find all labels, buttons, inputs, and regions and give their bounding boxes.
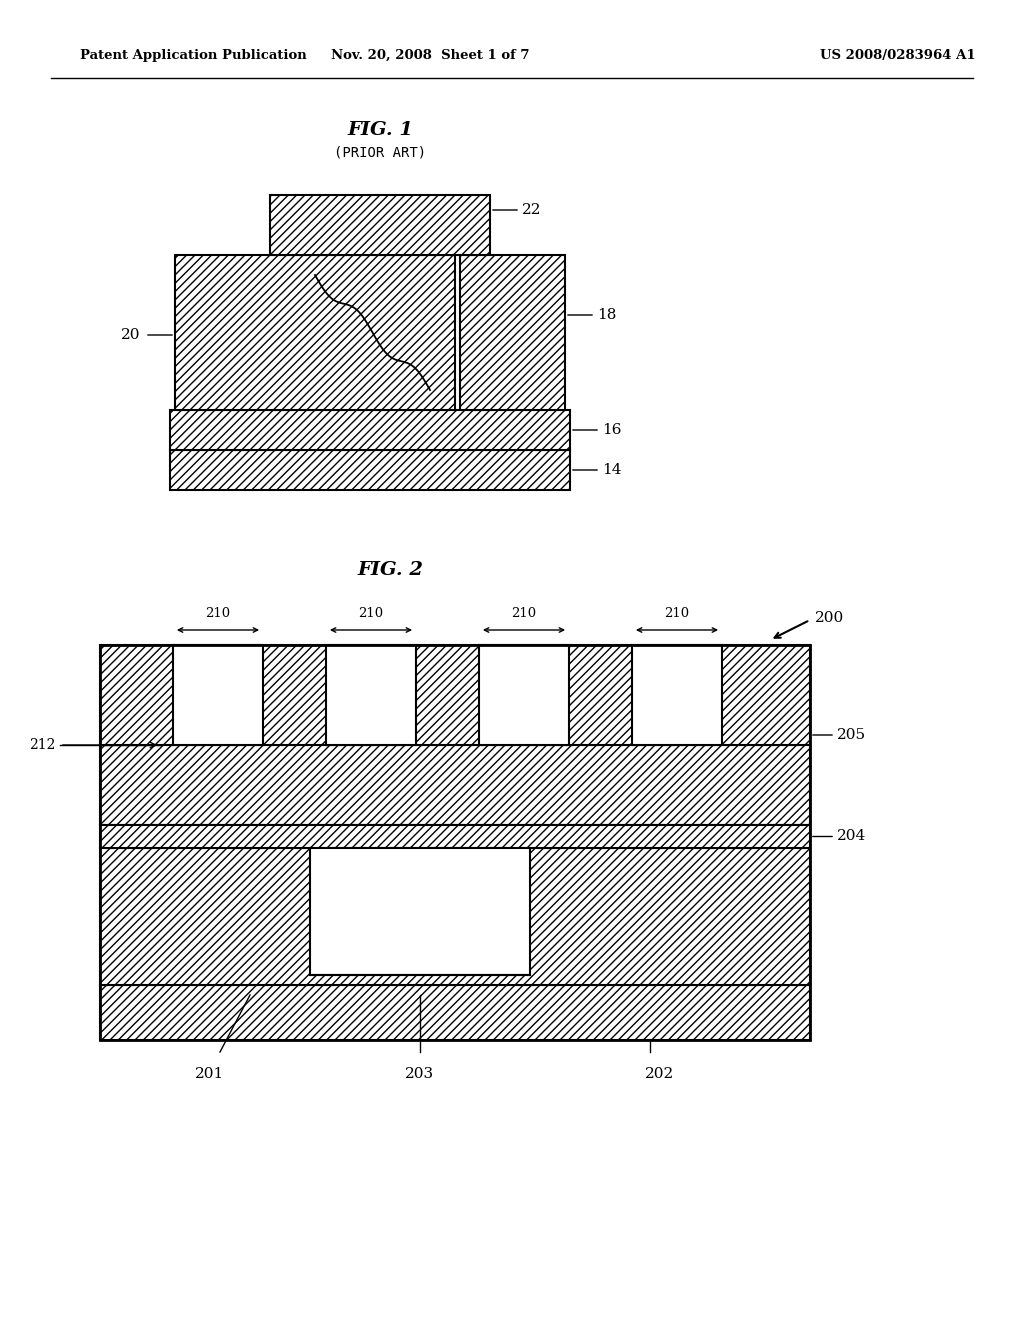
Bar [100, 744, 810, 825]
Bar [100, 645, 810, 1040]
Bar [173, 645, 263, 744]
Text: 204: 204 [837, 829, 866, 843]
Bar [460, 255, 565, 411]
Bar [100, 825, 810, 847]
Text: 22: 22 [522, 203, 542, 216]
Bar [170, 450, 570, 490]
Bar [270, 195, 490, 255]
Bar [100, 985, 810, 1040]
Text: 205: 205 [837, 729, 866, 742]
Text: 210: 210 [511, 607, 537, 620]
Text: 18: 18 [597, 308, 616, 322]
Bar [170, 411, 570, 450]
Bar [100, 847, 810, 985]
Bar [310, 847, 530, 975]
Text: 202: 202 [645, 1067, 675, 1081]
Bar [479, 645, 569, 744]
Bar [632, 645, 722, 744]
Text: 16: 16 [602, 422, 622, 437]
Text: FIG. 2: FIG. 2 [357, 561, 423, 579]
Text: 14: 14 [602, 463, 622, 477]
Text: 210: 210 [358, 607, 384, 620]
Text: 212: 212 [29, 738, 55, 752]
Text: Patent Application Publication: Patent Application Publication [80, 49, 307, 62]
Text: US 2008/0283964 A1: US 2008/0283964 A1 [820, 49, 976, 62]
Text: 210: 210 [206, 607, 230, 620]
Text: Nov. 20, 2008  Sheet 1 of 7: Nov. 20, 2008 Sheet 1 of 7 [331, 49, 529, 62]
Bar [100, 645, 810, 744]
Text: 20: 20 [121, 327, 140, 342]
Text: FIG. 1: FIG. 1 [347, 121, 413, 139]
Text: 210: 210 [665, 607, 689, 620]
Text: (PRIOR ART): (PRIOR ART) [334, 145, 426, 158]
Text: 201: 201 [196, 1067, 224, 1081]
Bar [326, 645, 416, 744]
Bar [175, 255, 455, 411]
Text: 200: 200 [815, 611, 844, 624]
Text: 203: 203 [406, 1067, 434, 1081]
